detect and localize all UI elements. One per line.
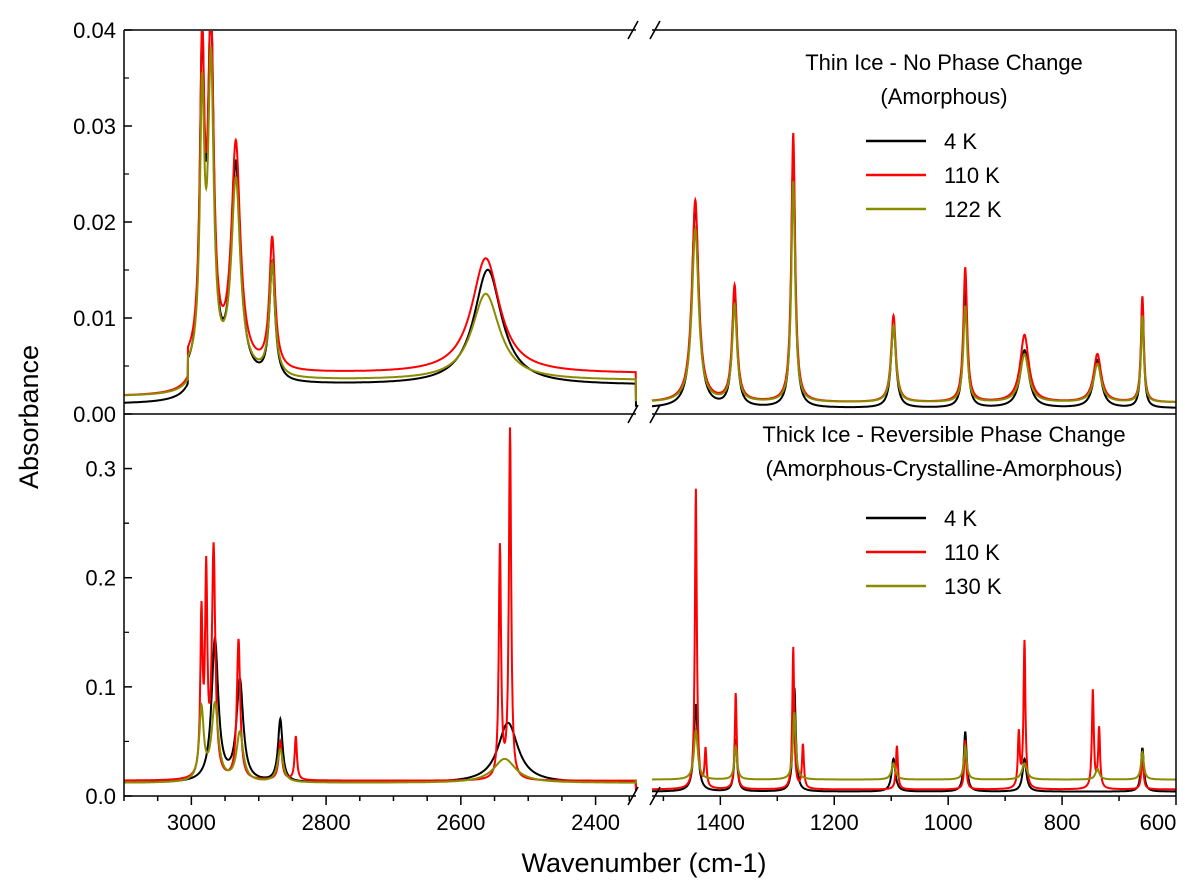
legend-label: 110 K (944, 540, 1000, 565)
x-tick-label: 800 (1044, 810, 1081, 835)
axis-break-top (627, 20, 639, 40)
series-line-110k-left (124, 31, 637, 401)
x-tick-label: 2400 (571, 810, 620, 835)
panel-title: Thick Ice - Reversible Phase Change (762, 422, 1125, 447)
series-line-122k-left (124, 46, 637, 402)
panel-subtitle: (Amorphous-Crystalline-Amorphous) (765, 456, 1122, 481)
x-tick-label: 1200 (810, 810, 859, 835)
axis-break-middle (649, 404, 661, 424)
bottom-panel: 0.0 0.1 0.2 0.3 Thick Ice - Reversible Phase… (85, 422, 1176, 809)
axis-break-bottom (649, 786, 661, 806)
y-tick-labels: 0.00 0.01 0.02 0.03 0.04 (73, 18, 116, 427)
y-tick-label: 0.04 (73, 18, 116, 43)
y-tick-label: 0.01 (73, 306, 116, 331)
y-tick-label: 0.2 (85, 566, 116, 591)
x-axis-title: Wavenumber (cm-1) (521, 848, 766, 878)
legend-label: 130 K (944, 574, 1002, 599)
legend: 4 K 110 K 130 K (866, 506, 1002, 599)
series-line-110k-right (652, 488, 1176, 791)
y-tick-label: 0.02 (73, 210, 116, 235)
legend-label: 4 K (944, 129, 977, 154)
series-line-110k-left (124, 427, 637, 790)
x-tick-labels: 3000 2800 2600 2400 1400 1200 1000 800 600 (167, 810, 1176, 835)
top-panel: 0.00 0.01 0.02 0.03 0.04 Thin Ice - No Phase … (73, 18, 1176, 427)
series-line-122k-right (651, 180, 1176, 403)
x-tick-label: 2800 (302, 810, 351, 835)
x-tick-label: 1000 (924, 810, 973, 835)
series-line-130k-right (652, 711, 1176, 781)
y-axis-title: Absorbance (14, 345, 44, 489)
y-tick-label: 0.0 (85, 784, 116, 809)
y-tick-label: 0.1 (85, 675, 116, 700)
y-tick-label: 0.3 (85, 457, 116, 482)
y-tick-labels: 0.0 0.1 0.2 0.3 (85, 457, 116, 809)
panel-subtitle: (Amorphous) (880, 84, 1007, 109)
y-tick-label: 0.03 (73, 114, 116, 139)
x-tick-label: 2600 (436, 810, 485, 835)
series-line-130k-left (124, 700, 637, 784)
panel-title: Thin Ice - No Phase Change (805, 50, 1083, 75)
axis-break-top (649, 20, 661, 40)
legend-label: 4 K (944, 506, 977, 531)
x-tick-label: 3000 (167, 810, 216, 835)
x-tick-label: 1400 (696, 810, 745, 835)
legend: 4 K 110 K 122 K (866, 129, 1002, 222)
axes-frame: 3000 2800 2600 2400 1400 1200 1000 800 600 (123, 20, 1177, 835)
x-tick-label: 600 (1140, 810, 1177, 835)
legend-label: 122 K (944, 197, 1002, 222)
axis-break-middle (627, 404, 639, 424)
axis-break-bottom (627, 786, 639, 806)
y-tick-label: 0.00 (73, 402, 116, 427)
legend-label: 110 K (944, 163, 1000, 188)
